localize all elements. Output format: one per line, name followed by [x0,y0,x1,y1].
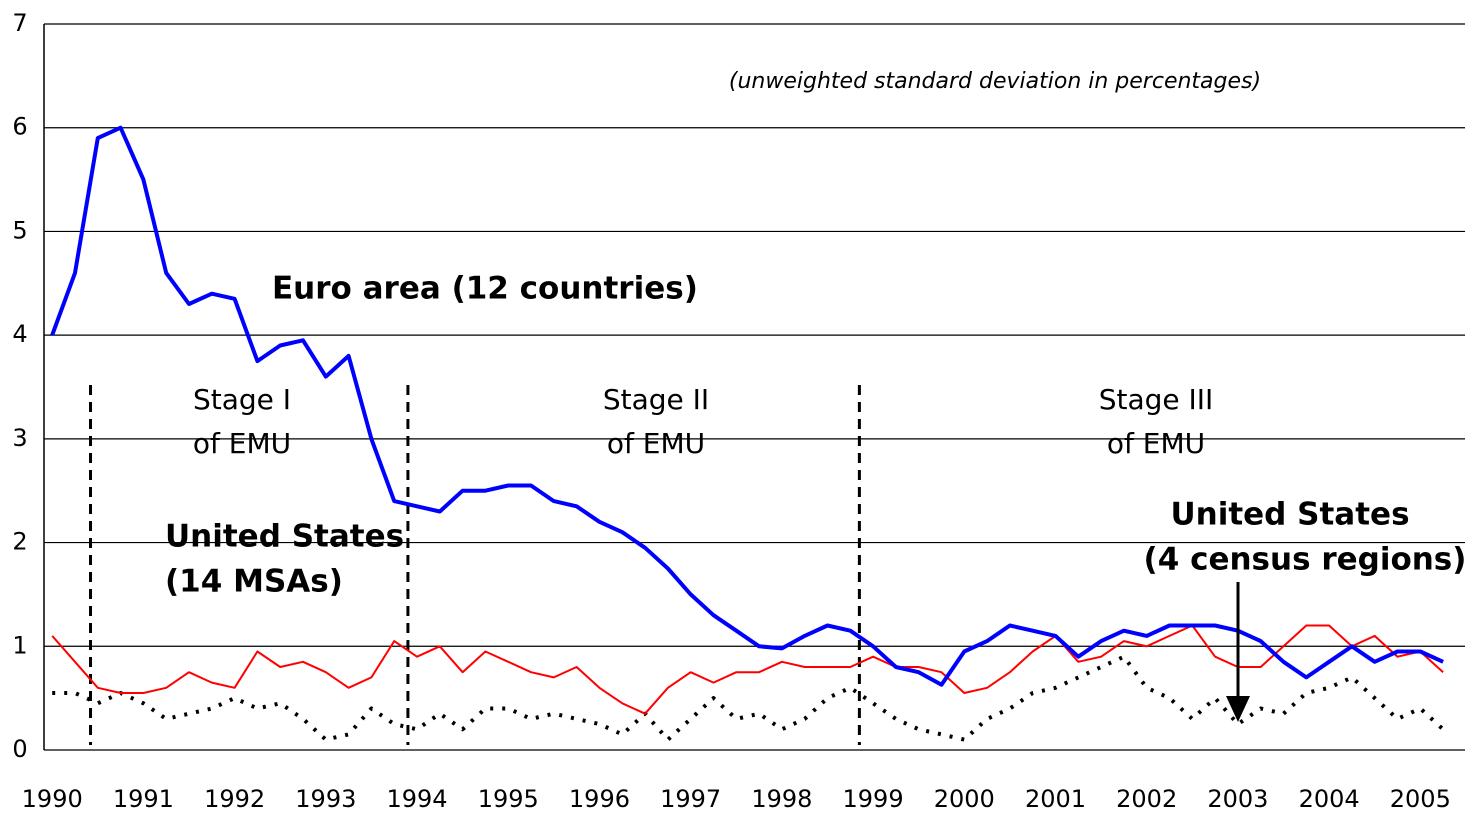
x-tick-label: 1994 [386,785,447,813]
y-tick-label: 7 [12,9,27,37]
label-background [588,387,724,415]
y-tick-label: 3 [12,424,27,452]
stage-label: of EMU [607,427,705,460]
series-annotation: United States [165,519,404,555]
series-annotation: United States [1170,497,1409,533]
x-tick-label: 1996 [569,785,630,813]
x-tick-label: 2000 [934,785,995,813]
x-tick-label: 1995 [478,785,539,813]
series-annotation: (14 MSAs) [165,564,343,600]
y-tick-label: 4 [12,320,27,348]
y-tick-label: 2 [12,528,27,556]
series-line [50,125,1444,687]
stage-label: Stage III [1099,383,1214,416]
x-tick-label: 2001 [1025,785,1086,813]
series-line [51,624,1444,715]
x-tick-label: 1990 [22,785,83,813]
series-annotation: Euro area (12 countries) [272,271,698,307]
label-background [174,387,310,415]
x-tick-label: 1991 [113,785,174,813]
x-tick-label: 1992 [204,785,265,813]
x-tick-label: 2005 [1390,785,1451,813]
stage-label: Stage II [603,383,709,416]
chart-subtitle: (unweighted standard deviation in percen… [729,69,1261,94]
series-annotation: (4 census regions) [1144,542,1467,578]
stage-label: of EMU [1107,427,1205,460]
stage-label: of EMU [193,427,291,460]
y-tick-label: 1 [12,631,27,659]
arrow-head [1226,696,1250,722]
x-tick-label: 2004 [1299,785,1360,813]
stage-label: Stage I [193,383,291,416]
y-tick-label: 5 [12,216,27,244]
y-tick-label: 0 [12,735,27,763]
x-tick-label: 1993 [295,785,356,813]
x-tick-label: 1999 [843,785,904,813]
x-tick-label: 2003 [1207,785,1268,813]
x-tick-label: 1998 [751,785,812,813]
x-tick-label: 1997 [660,785,721,813]
x-tick-label: 2002 [1116,785,1177,813]
y-tick-label: 6 [12,113,27,141]
label-background [1088,387,1224,415]
